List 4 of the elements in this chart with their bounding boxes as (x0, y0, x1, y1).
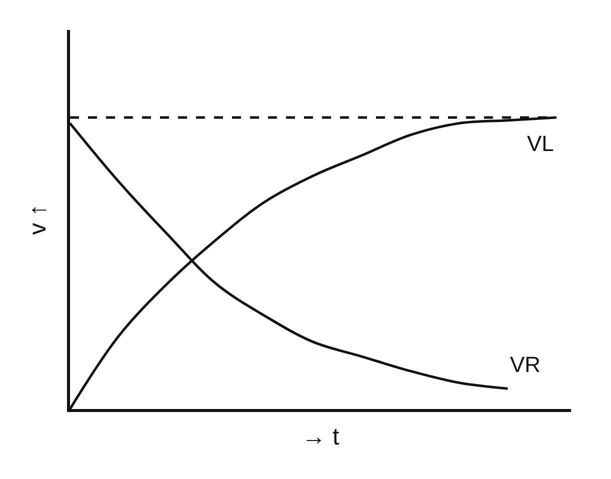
series-label: VL (527, 131, 554, 156)
x-axis-title: → t (302, 423, 340, 450)
y-axis-title: v ↑ (24, 204, 52, 235)
series-label: VR (510, 352, 541, 377)
